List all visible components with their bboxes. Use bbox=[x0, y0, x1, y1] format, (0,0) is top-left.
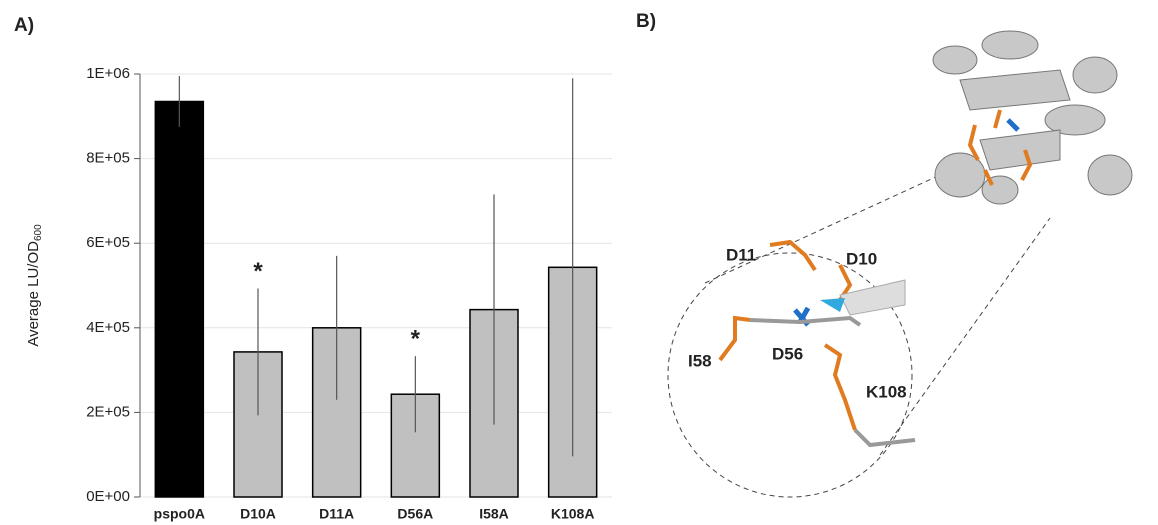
panel-label: A) bbox=[14, 15, 34, 36]
x-tick-label: I58A bbox=[479, 506, 509, 522]
residue-label: D56 bbox=[772, 344, 803, 363]
y-label-main: Average LU/OD bbox=[25, 241, 42, 347]
cartoon bbox=[932, 30, 1133, 205]
bar bbox=[390, 393, 441, 498]
side-chains bbox=[718, 109, 1033, 431]
y-axis-label: Average LU/OD600 bbox=[25, 224, 44, 347]
panel-label: B) bbox=[636, 11, 656, 32]
y-label-sub: 600 bbox=[33, 224, 44, 241]
y-tick-label: 4E+05 bbox=[86, 319, 130, 336]
x-tick-label: pspo0A bbox=[154, 506, 205, 522]
y-tick-label: 6E+05 bbox=[86, 234, 130, 251]
zoom-circle bbox=[667, 252, 913, 498]
x-tick-label: D56A bbox=[397, 506, 433, 522]
significance-marker: * bbox=[253, 258, 263, 285]
x-tick-label: D11A bbox=[319, 506, 354, 522]
residue-label: D10 bbox=[846, 249, 877, 268]
y-tick-label: 1E+06 bbox=[86, 65, 130, 82]
significance-marker: * bbox=[411, 325, 421, 352]
x-tick-label: D10A bbox=[240, 506, 276, 522]
residue-label: I58 bbox=[688, 351, 712, 370]
bar bbox=[154, 100, 205, 498]
y-tick-label: 2E+05 bbox=[86, 403, 130, 420]
residue-label: D11 bbox=[726, 245, 756, 264]
y-tick-label: 8E+05 bbox=[86, 150, 130, 167]
x-tick-label: K108A bbox=[551, 506, 595, 522]
zoom-line bbox=[879, 217, 1051, 456]
zoom-line bbox=[704, 174, 941, 284]
protein-structure: D11 D10 D56 I58 K108 bbox=[667, 30, 1133, 498]
y-tick-label: 0E+00 bbox=[86, 488, 130, 505]
residue-label: K108 bbox=[866, 382, 907, 401]
bar-chart: 0E+00 2E+05 4E+05 6E+05 8E+05 1E+06 Average LU… bbox=[25, 65, 612, 522]
